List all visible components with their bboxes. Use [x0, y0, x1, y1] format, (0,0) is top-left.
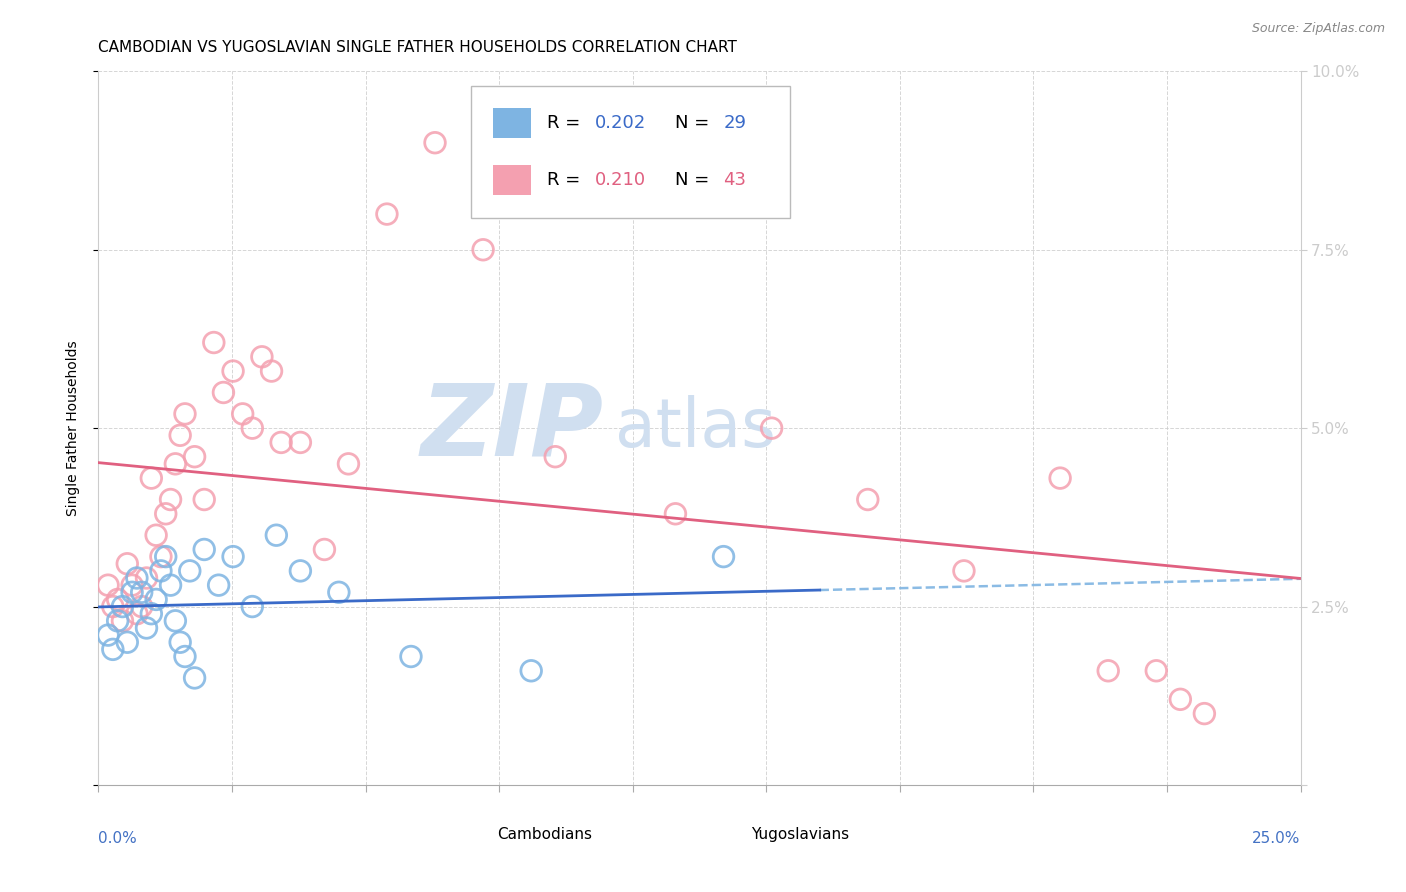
Text: N =: N = — [675, 171, 716, 189]
Text: Yugoslavians: Yugoslavians — [751, 828, 849, 842]
Point — [155, 507, 177, 521]
Point — [141, 607, 163, 621]
Point — [240, 421, 263, 435]
Text: ZIP: ZIP — [420, 380, 603, 476]
Text: R =: R = — [547, 171, 586, 189]
Point — [159, 492, 181, 507]
Point — [250, 350, 273, 364]
Point — [149, 549, 172, 564]
Point — [111, 599, 134, 614]
Point — [1097, 664, 1119, 678]
Point — [179, 564, 201, 578]
Point — [174, 649, 197, 664]
Text: 29: 29 — [724, 114, 747, 132]
Text: 43: 43 — [724, 171, 747, 189]
Point — [856, 492, 879, 507]
Point — [423, 136, 446, 150]
Point — [193, 492, 215, 507]
Point — [145, 528, 167, 542]
Point — [155, 549, 177, 564]
Text: 0.0%: 0.0% — [98, 831, 138, 847]
Point — [314, 542, 336, 557]
Point — [97, 578, 120, 592]
Point — [111, 614, 134, 628]
Point — [1170, 692, 1192, 706]
Point — [193, 542, 215, 557]
Point — [174, 407, 197, 421]
Point — [290, 435, 312, 450]
Point — [183, 450, 205, 464]
Point — [165, 614, 187, 628]
Point — [222, 364, 245, 378]
Text: 0.202: 0.202 — [595, 114, 647, 132]
Point — [97, 628, 120, 642]
Point — [222, 549, 245, 564]
Text: N =: N = — [675, 114, 716, 132]
Point — [212, 385, 235, 400]
Point — [165, 457, 187, 471]
Point — [107, 592, 129, 607]
Point — [328, 585, 350, 599]
Point — [713, 549, 735, 564]
Point — [1049, 471, 1071, 485]
Point — [121, 578, 143, 592]
Point — [101, 599, 124, 614]
Point — [149, 564, 172, 578]
Text: Cambodians: Cambodians — [498, 828, 592, 842]
Point — [183, 671, 205, 685]
Point — [101, 642, 124, 657]
Point — [1194, 706, 1216, 721]
Point — [472, 243, 495, 257]
Point — [131, 585, 153, 599]
Point — [107, 614, 129, 628]
Bar — [717, 822, 748, 847]
Point — [266, 528, 288, 542]
Point — [399, 649, 422, 664]
Point — [1144, 664, 1167, 678]
Point — [202, 335, 225, 350]
Bar — [492, 108, 531, 138]
Point — [117, 557, 139, 571]
Bar — [492, 165, 531, 195]
Point — [208, 578, 231, 592]
Point — [761, 421, 783, 435]
Text: atlas: atlas — [616, 395, 776, 461]
Point — [270, 435, 292, 450]
Point — [125, 571, 148, 585]
Point — [544, 450, 567, 464]
Point — [375, 207, 398, 221]
Point — [131, 599, 153, 614]
Point — [520, 664, 543, 678]
Text: CAMBODIAN VS YUGOSLAVIAN SINGLE FATHER HOUSEHOLDS CORRELATION CHART: CAMBODIAN VS YUGOSLAVIAN SINGLE FATHER H… — [98, 40, 737, 55]
Point — [290, 564, 312, 578]
Point — [121, 585, 143, 599]
Bar — [489, 822, 519, 847]
Point — [159, 578, 181, 592]
Text: Source: ZipAtlas.com: Source: ZipAtlas.com — [1251, 22, 1385, 36]
Text: 0.210: 0.210 — [595, 171, 645, 189]
Point — [169, 635, 191, 649]
Point — [145, 592, 167, 607]
Point — [232, 407, 254, 421]
Point — [117, 635, 139, 649]
Point — [953, 564, 976, 578]
Point — [240, 599, 263, 614]
Point — [664, 507, 686, 521]
Point — [337, 457, 360, 471]
Point — [125, 607, 148, 621]
Point — [135, 621, 157, 635]
FancyBboxPatch shape — [471, 86, 790, 218]
Text: 25.0%: 25.0% — [1253, 831, 1301, 847]
Text: R =: R = — [547, 114, 586, 132]
Point — [135, 571, 157, 585]
Y-axis label: Single Father Households: Single Father Households — [66, 341, 80, 516]
Point — [169, 428, 191, 442]
Point — [260, 364, 283, 378]
Point — [141, 471, 163, 485]
